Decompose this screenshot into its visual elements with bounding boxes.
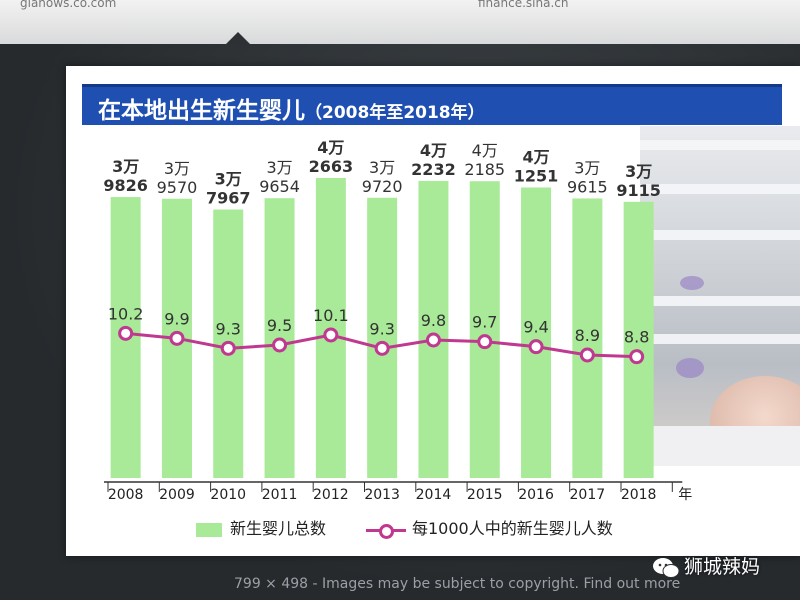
bar-label-top-2012: 4万: [317, 138, 344, 157]
x-axis-unit: 年: [678, 487, 692, 503]
bar-label-bottom-2009: 9570: [157, 178, 198, 197]
bar-label-top-2011: 3万: [266, 158, 292, 177]
bar-label-top-2010: 3万: [215, 170, 242, 189]
selection-pointer: [226, 32, 250, 44]
x-tick-label-2015: 2015: [467, 487, 503, 503]
bar-label-bottom-2015: 2185: [464, 160, 505, 179]
legend-bar-swatch: [196, 522, 222, 537]
line-label-2008: 10.2: [108, 304, 144, 323]
bar-label-bottom-2018: 9115: [616, 181, 661, 200]
bar-label-top-2017: 3万: [574, 158, 600, 177]
x-tick-label-2011: 2011: [262, 487, 298, 503]
bar-label-top-2013: 3万: [369, 158, 395, 177]
line-point-2014: [425, 332, 441, 348]
bar-label-bottom-2013: 9720: [362, 177, 403, 196]
bar-label-top-2008: 3万: [112, 157, 139, 176]
bar-label-top-2009: 3万: [164, 159, 190, 178]
line-label-2015: 9.7: [472, 313, 497, 332]
bar-label-bottom-2016: 1251: [514, 166, 559, 185]
x-tick-label-2014: 2014: [416, 487, 452, 503]
bar-label-bottom-2008: 9826: [103, 176, 148, 195]
bar-label-top-2015: 4万: [472, 141, 498, 160]
browser-top-strip: gianows.co.com finance.sina.cn: [0, 0, 800, 44]
bar-2017: [572, 198, 603, 479]
bar-label-bottom-2014: 2232: [411, 160, 456, 179]
x-tick-label-2017: 2017: [570, 487, 606, 503]
x-tick-label-2009: 2009: [159, 487, 195, 503]
x-tick-label-2016: 2016: [518, 487, 554, 503]
bar-label-top-2018: 3万: [625, 162, 652, 181]
line-label-2018: 8.8: [624, 328, 649, 347]
line-point-2017: [579, 347, 595, 363]
bar-label-top-2016: 4万: [522, 147, 549, 166]
source-url-right[interactable]: finance.sina.cn: [478, 0, 569, 10]
bar-label-bottom-2012: 2663: [309, 157, 354, 176]
line-label-2017: 8.9: [575, 326, 600, 345]
line-label-2012: 10.1: [313, 306, 349, 325]
legend-line-swatch: [366, 523, 406, 539]
line-point-2018: [629, 349, 645, 365]
line-point-2016: [528, 339, 544, 355]
chart-subtitle: （2008年至2018年）: [305, 103, 485, 123]
chart-title-bar: 在本地出生新生婴儿（2008年至2018年）: [82, 84, 782, 125]
line-point-2015: [477, 334, 493, 350]
bar-2015: [469, 181, 500, 478]
source-url-left[interactable]: gianows.co.com: [20, 0, 117, 10]
line-label-2013: 9.3: [369, 319, 394, 338]
newborn-photo: [640, 126, 800, 466]
bar-label-bottom-2011: 9654: [259, 177, 300, 196]
legend-line: 每1000人中的新生婴儿人数: [366, 517, 613, 541]
line-point-2012: [323, 327, 339, 343]
wechat-logo-icon: [653, 557, 680, 578]
chart-title-text: 在本地出生新生婴儿: [98, 98, 305, 124]
line-label-2014: 9.8: [421, 311, 446, 330]
legend-bar: 新生婴儿总数: [196, 517, 326, 541]
line-point-2009: [169, 330, 185, 346]
watermark: 狮城辣妈: [652, 550, 760, 584]
x-tick-label-2013: 2013: [364, 487, 400, 503]
image-size-caption[interactable]: 799 × 498 - Images may be subject to cop…: [234, 576, 681, 592]
x-tick-label-2018: 2018: [621, 487, 657, 503]
line-point-2011: [272, 337, 288, 353]
legend-bar-label: 新生婴儿总数: [230, 519, 327, 538]
bar-label-bottom-2010: 7967: [206, 189, 251, 208]
bar-label-top-2014: 4万: [420, 141, 447, 160]
legend-line-label: 每1000人中的新生婴儿人数: [412, 519, 613, 538]
chart-title: 在本地出生新生婴儿（2008年至2018年）: [98, 91, 485, 125]
line-point-2010: [220, 340, 236, 356]
line-label-2010: 9.3: [216, 319, 241, 338]
watermark-text: 狮城辣妈: [684, 556, 761, 578]
line-point-2008: [118, 325, 134, 341]
x-tick-label-2008: 2008: [108, 487, 144, 503]
line-label-2009: 9.9: [164, 309, 189, 328]
bar-2013: [367, 197, 398, 478]
bar-2014: [418, 180, 449, 479]
bar-2016: [521, 187, 552, 478]
x-tick-label-2012: 2012: [313, 487, 349, 503]
bar-label-bottom-2017: 9615: [567, 177, 608, 196]
line-label-2011: 9.5: [267, 316, 292, 335]
line-point-2013: [374, 340, 390, 356]
line-label-2016: 9.4: [523, 318, 548, 337]
x-tick-label-2010: 2010: [210, 487, 246, 503]
bar-2018: [623, 201, 654, 478]
